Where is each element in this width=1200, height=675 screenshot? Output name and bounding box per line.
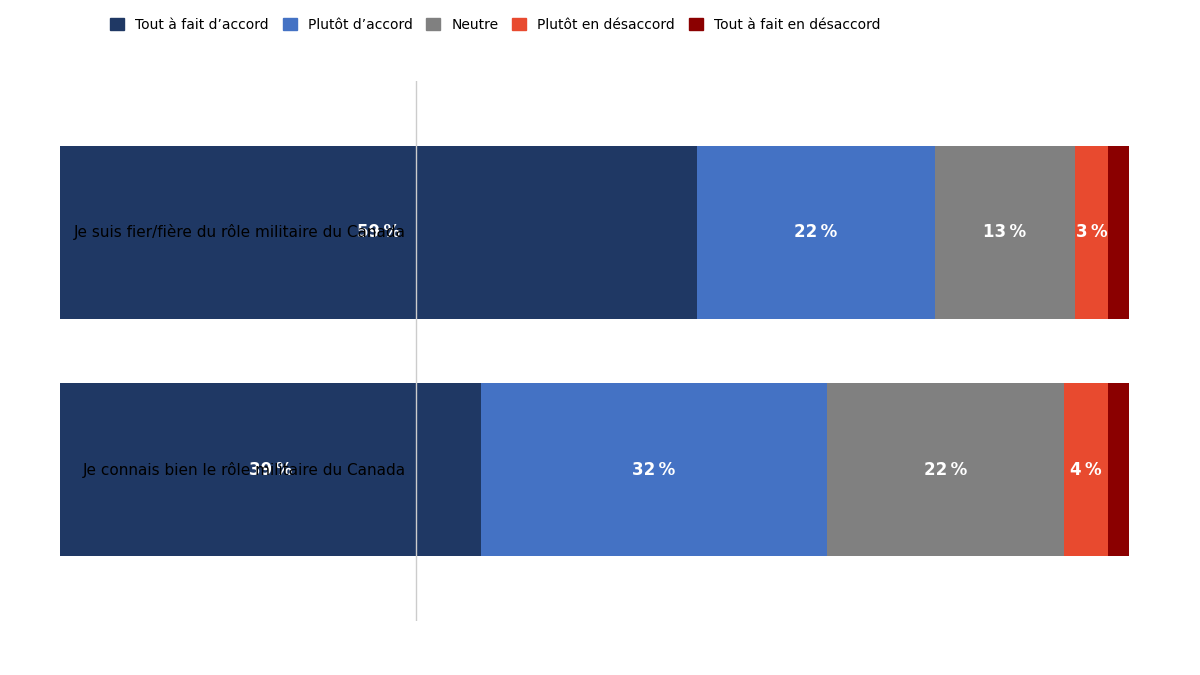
Bar	[827, 383, 1064, 556]
Bar	[1075, 146, 1108, 319]
Bar	[697, 146, 935, 319]
Bar	[60, 383, 481, 556]
Bar	[481, 383, 827, 556]
Text: Je suis fier/fière du rôle militaire du Canada: Je suis fier/fière du rôle militaire du …	[73, 224, 406, 240]
Text: 4 %: 4 %	[1070, 461, 1102, 479]
Text: 3 %: 3 %	[1075, 223, 1108, 241]
Text: 22 %: 22 %	[924, 461, 967, 479]
Bar	[1108, 383, 1129, 556]
Bar	[1064, 383, 1108, 556]
Text: 59 %: 59 %	[358, 223, 400, 241]
Text: 39 %: 39 %	[248, 461, 293, 479]
Bar	[60, 146, 697, 319]
Text: 22 %: 22 %	[794, 223, 838, 241]
Text: 13 %: 13 %	[984, 223, 1026, 241]
Legend: Tout à fait d’accord, Plutôt d’accord, Neutre, Plutôt en désaccord, Tout à fait : Tout à fait d’accord, Plutôt d’accord, N…	[110, 18, 881, 32]
Text: 32 %: 32 %	[632, 461, 676, 479]
Bar	[1108, 146, 1129, 319]
Bar	[935, 146, 1075, 319]
Text: Je connais bien le rôle militaire du Canada: Je connais bien le rôle militaire du Can…	[83, 462, 406, 478]
